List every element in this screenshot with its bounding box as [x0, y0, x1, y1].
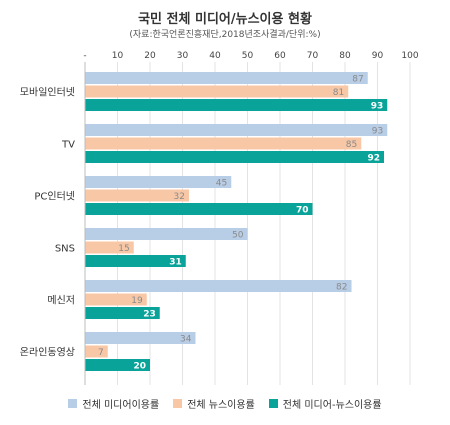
- data-label: 7: [98, 348, 104, 358]
- category-label: 모바일인터넷: [20, 87, 75, 99]
- bar: [85, 85, 349, 98]
- x-tick-label: 60: [274, 51, 286, 61]
- bar: [85, 124, 388, 136]
- x-tick-label: 100: [401, 51, 418, 61]
- category-label: 온라인동영상: [20, 347, 75, 359]
- x-tick-label: -: [83, 51, 86, 61]
- bar: [85, 359, 150, 371]
- bar: [85, 151, 384, 163]
- data-label: 15: [118, 244, 129, 254]
- x-tick-label: 90: [372, 51, 384, 61]
- legend-label: 전체 뉴스이용률: [187, 400, 255, 411]
- chart-subtitle: (자료:한국언론진흥재단,2018년조사결과/단위:%): [129, 30, 321, 40]
- data-label: 32: [174, 192, 185, 202]
- data-label: 70: [296, 206, 309, 216]
- category-label: 메신저: [47, 295, 75, 307]
- data-label: 81: [333, 88, 344, 98]
- bar: [85, 307, 160, 319]
- x-tick-label: 10: [112, 51, 124, 61]
- bar: [85, 99, 388, 111]
- x-tick-label: 30: [177, 51, 189, 61]
- legend-swatch: [68, 399, 78, 408]
- x-tick-label: 70: [307, 51, 319, 61]
- x-tick-label: 40: [209, 51, 221, 61]
- bar: [85, 72, 368, 84]
- data-label: 45: [216, 179, 227, 189]
- legend-item: 전체 미디어-뉴스이용률: [268, 396, 382, 411]
- bar: [85, 293, 147, 306]
- x-tick-label: 20: [144, 51, 156, 61]
- chart-title: 국민 전체 미디어/뉴스이용 현황: [138, 12, 312, 27]
- legend-swatch: [268, 399, 278, 408]
- chart-legend: 전체 미디어이용률 전체 뉴스이용률 전체 미디어-뉴스이용률: [0, 396, 450, 411]
- bar: [85, 280, 352, 292]
- data-label: 93: [372, 127, 383, 137]
- bar: [85, 176, 232, 188]
- data-label: 20: [133, 362, 146, 372]
- category-label: TV: [61, 140, 75, 151]
- bar: [85, 189, 189, 202]
- legend-item: 전체 미디어이용률: [68, 396, 159, 411]
- data-label: 50: [232, 231, 244, 241]
- category-label: SNS: [55, 244, 75, 255]
- category-label: PC인터넷: [34, 191, 75, 203]
- bar: [85, 345, 108, 358]
- data-label: 31: [169, 258, 182, 268]
- bar: [85, 228, 248, 240]
- data-label: 82: [336, 283, 347, 293]
- data-label: 85: [346, 140, 357, 150]
- x-tick-label: 80: [339, 51, 351, 61]
- legend-item: 전체 뉴스이용률: [173, 396, 255, 411]
- data-label: 87: [352, 75, 363, 85]
- data-label: 92: [367, 154, 380, 164]
- legend-swatch: [173, 399, 183, 408]
- bar: [85, 137, 362, 150]
- data-label: 93: [371, 102, 384, 112]
- data-label: 19: [131, 296, 143, 306]
- bar: [85, 203, 313, 215]
- x-tick-label: 50: [242, 51, 254, 61]
- bar: [85, 332, 196, 344]
- data-label: 23: [143, 310, 156, 320]
- legend-label: 전체 미디어-뉴스이용률: [282, 400, 382, 411]
- bar: [85, 255, 186, 267]
- bar: [85, 241, 134, 254]
- legend-label: 전체 미디어이용률: [82, 400, 160, 411]
- data-label: 34: [180, 335, 192, 345]
